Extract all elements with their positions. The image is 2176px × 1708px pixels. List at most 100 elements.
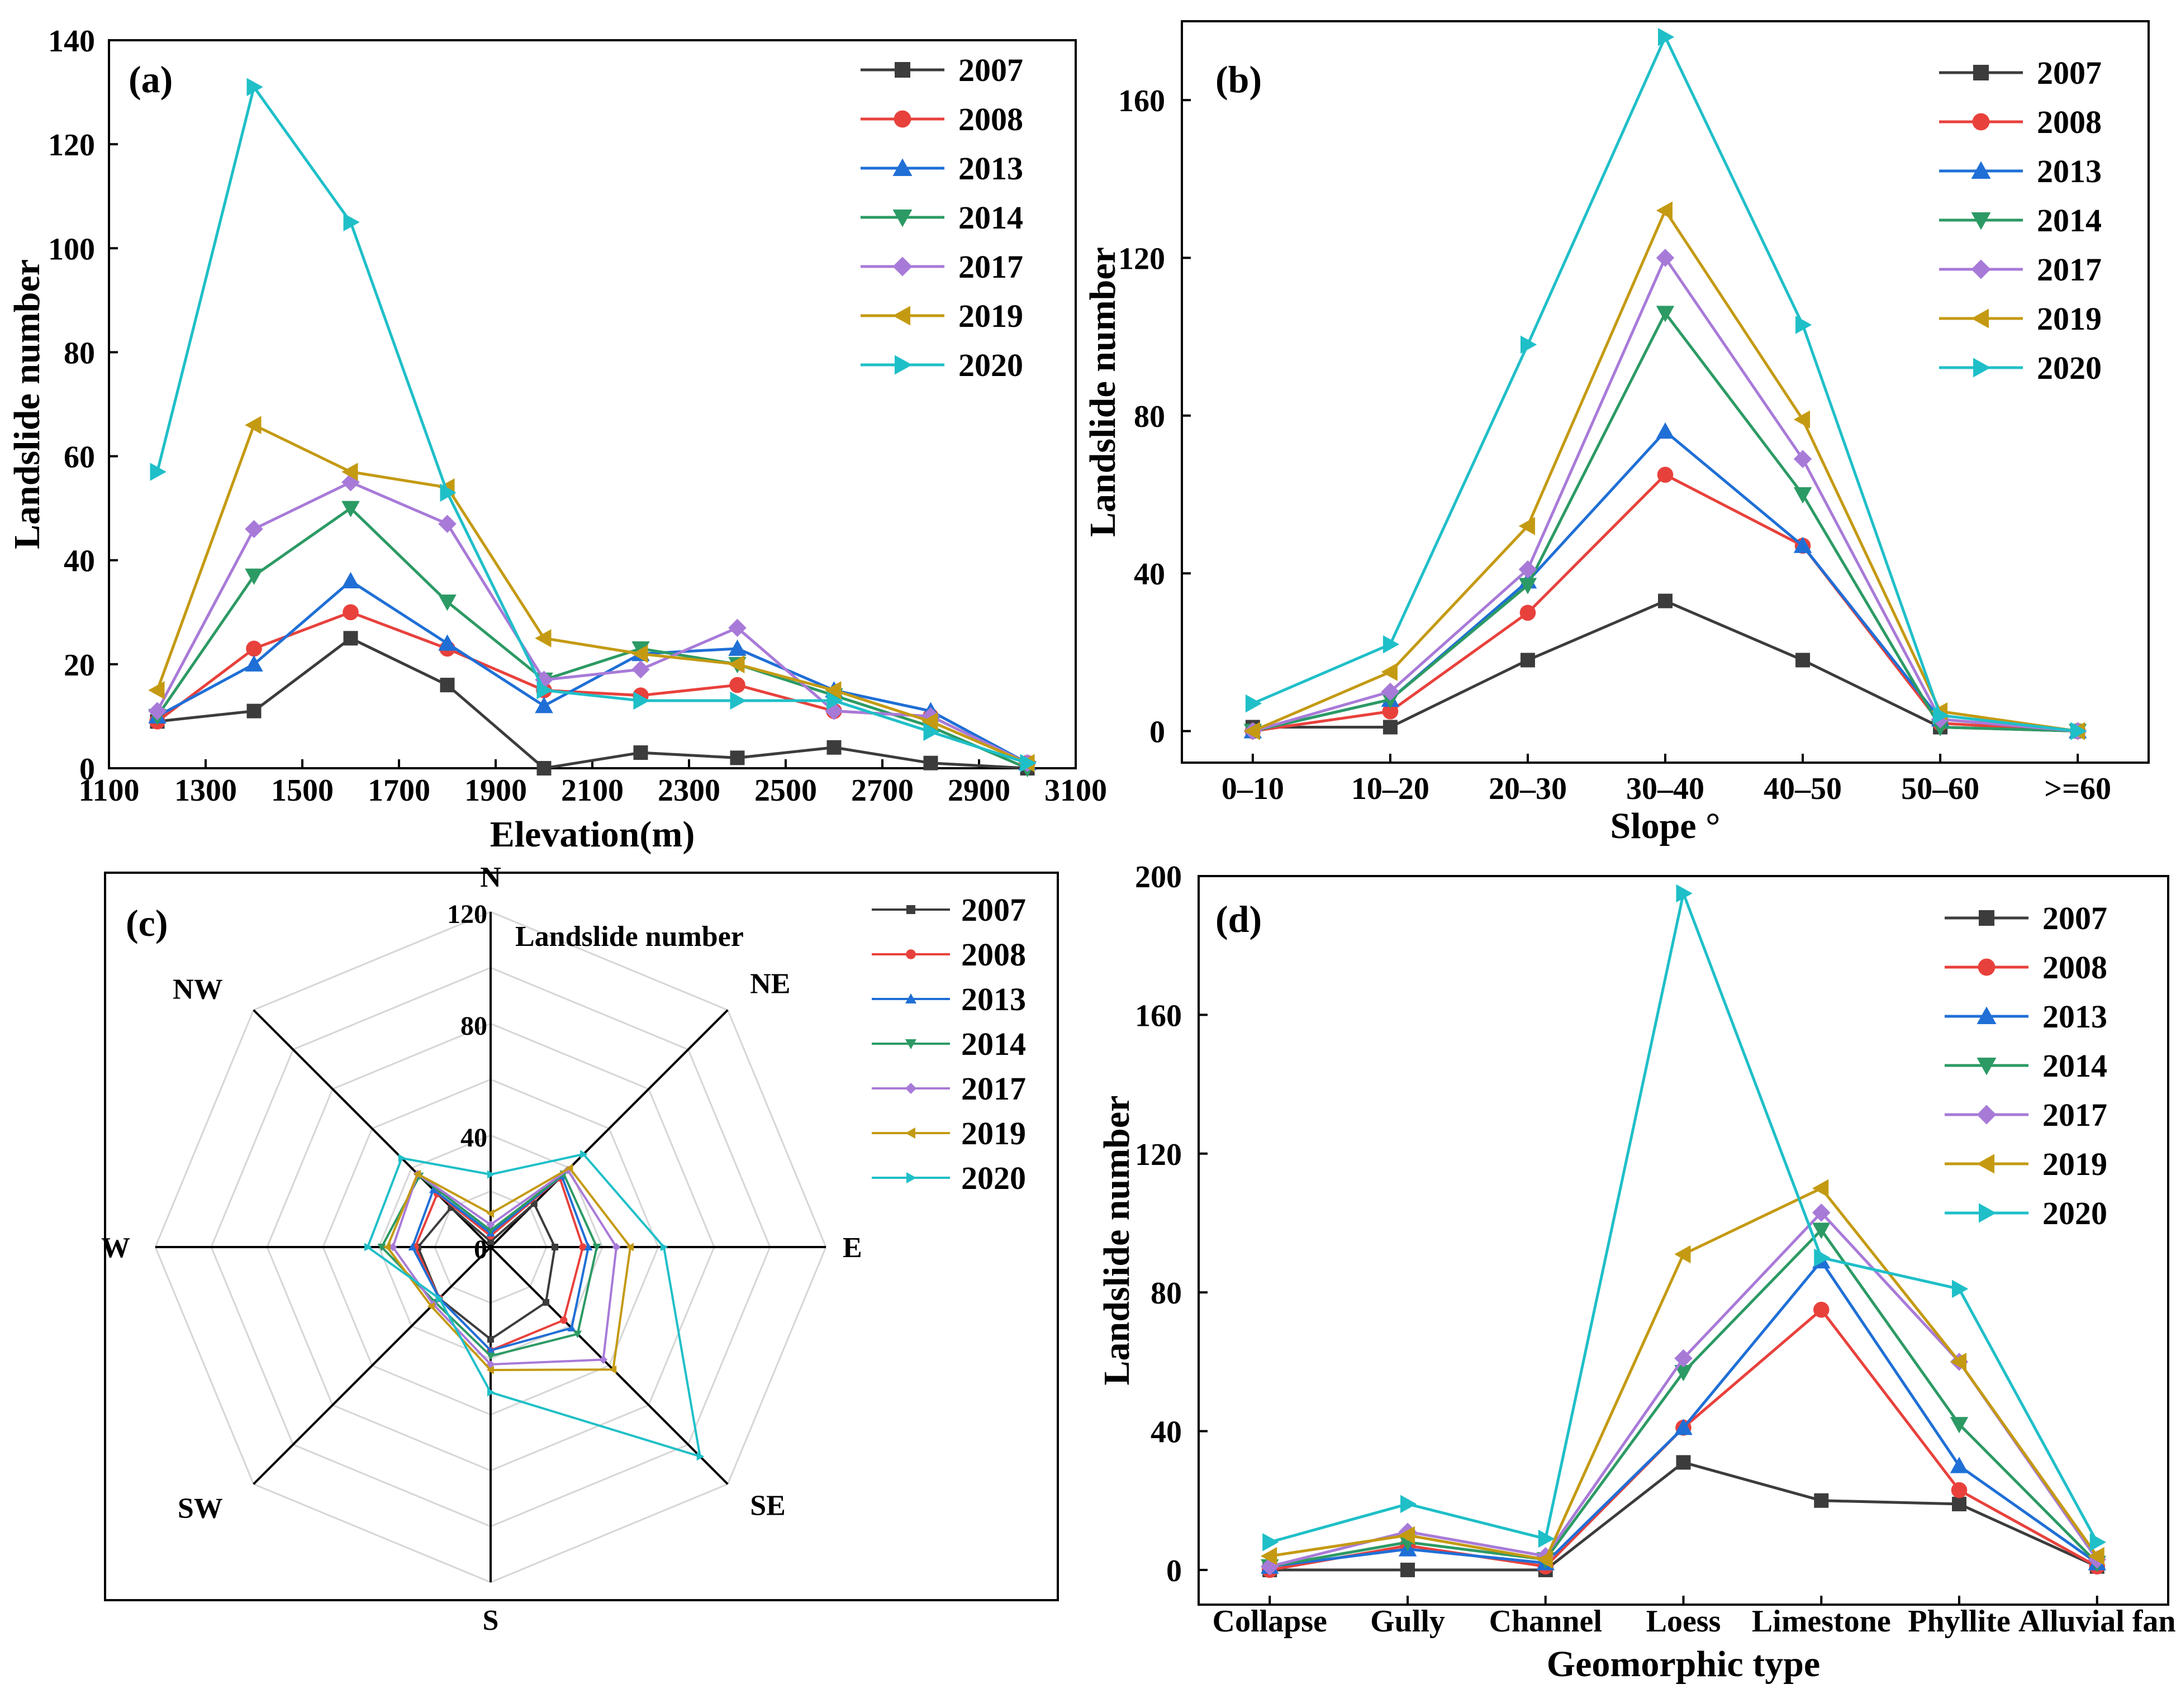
- y-tick-label: 0: [79, 752, 95, 787]
- data-point: [626, 1243, 634, 1252]
- radar-spoke: [490, 1246, 729, 1485]
- data-point: [1538, 1529, 1555, 1548]
- data-point: [609, 1365, 617, 1374]
- legend-entry: 2008: [1939, 104, 2102, 140]
- legend-marker: [1972, 113, 1990, 131]
- data-point: [1382, 720, 1398, 735]
- legend-label: 2017: [2037, 251, 2102, 288]
- data-point: [633, 745, 648, 760]
- legend-label: 2007: [2042, 900, 2107, 936]
- data-point: [440, 483, 457, 502]
- data-point: [150, 463, 167, 481]
- data-point: [486, 1220, 495, 1229]
- data-point: [2088, 1547, 2104, 1566]
- data-point: [729, 677, 745, 693]
- data-point: [1658, 27, 1675, 46]
- legend-label: 2017: [2042, 1097, 2107, 1133]
- y-tick-label: 40: [1134, 557, 1165, 592]
- series-line: [156, 85, 1028, 765]
- data-point: [2070, 722, 2087, 740]
- data-point: [1020, 754, 1037, 772]
- data-point: [343, 604, 359, 621]
- panel-a: 0 20 40 60 80 100 120 140 1100 1300 1500 1700 1900 21…: [7, 24, 1107, 855]
- radial-tick-label: 40: [460, 1123, 487, 1153]
- legend-entry: 2007: [861, 52, 1023, 88]
- data-point: [1793, 450, 1812, 468]
- data-point: [1950, 1417, 1969, 1434]
- series-2014: [1243, 306, 2087, 740]
- legend-marker: [906, 1172, 916, 1183]
- data-point: [2089, 1533, 2107, 1552]
- legend-label: 2014: [961, 1026, 1026, 1062]
- panel-d: 0 40 80 120 160 200 Collapse Gully Channel Loess L…: [1096, 860, 2176, 1685]
- x-tick-label: Channel: [1489, 1604, 1602, 1639]
- data-point: [536, 681, 553, 700]
- y-tick-label: 20: [64, 648, 95, 683]
- series-line: [1252, 35, 2078, 733]
- data-point: [1951, 1482, 1968, 1498]
- data-point: [1814, 1248, 1831, 1267]
- legend-label: 2014: [2037, 202, 2102, 239]
- x-tick-label: 1100: [79, 773, 140, 808]
- legend-label: 2017: [958, 249, 1023, 285]
- data-point: [429, 1185, 438, 1193]
- series-2008: [149, 604, 1035, 771]
- data-point: [436, 1294, 444, 1303]
- legend-label: 2019: [2042, 1146, 2107, 1182]
- data-point: [341, 463, 358, 481]
- direction-label-S: S: [483, 1605, 499, 1636]
- data-point: [1795, 653, 1811, 668]
- panel-label: (c): [126, 902, 168, 944]
- y-axis-label: Landslide number: [1082, 247, 1123, 537]
- legend-entry: 2014: [1939, 202, 2102, 239]
- legend-label: 2020: [2037, 350, 2102, 386]
- data-point: [245, 655, 263, 672]
- legend-label: 2013: [2042, 998, 2107, 1035]
- y-tick-label: 0: [1149, 715, 1165, 750]
- data-point: [542, 1298, 549, 1306]
- direction-label-SE: SE: [750, 1490, 786, 1521]
- series-2008: [411, 1174, 587, 1354]
- data-point: [1793, 410, 1811, 429]
- series-2017: [1243, 249, 2087, 740]
- data-point: [1812, 1203, 1831, 1222]
- data-point: [826, 691, 843, 710]
- data-point: [148, 681, 165, 700]
- data-point: [599, 1355, 608, 1364]
- data-point: [364, 1243, 372, 1252]
- data-point: [1795, 316, 1812, 334]
- legend-label: 2013: [958, 150, 1023, 187]
- legend-entry: 2019: [872, 1115, 1026, 1152]
- y-tick-label: 120: [1118, 242, 1165, 277]
- data-point: [696, 1452, 705, 1461]
- legend-entry: 2019: [861, 298, 1023, 334]
- legend-marker: [895, 355, 913, 375]
- data-point: [343, 631, 358, 646]
- data-point: [633, 691, 650, 710]
- plot-frame: [1198, 875, 2169, 1606]
- data-point: [1676, 1455, 1691, 1470]
- x-tick-label: 1300: [174, 773, 237, 808]
- legend-label: 2007: [958, 52, 1023, 88]
- y-tick-label: 60: [64, 440, 95, 475]
- data-point: [1812, 1179, 1829, 1198]
- legend-marker: [906, 949, 916, 959]
- data-point: [486, 1209, 494, 1218]
- data-point: [728, 619, 747, 637]
- legend-marker: [1971, 161, 1991, 179]
- data-point: [1674, 1245, 1691, 1264]
- data-point: [1656, 201, 1673, 220]
- data-point: [1950, 1457, 1969, 1473]
- data-point: [438, 515, 457, 533]
- series-line: [417, 1202, 556, 1340]
- data-point: [246, 640, 262, 657]
- x-tick-label: 2100: [561, 773, 624, 808]
- data-point: [341, 501, 360, 517]
- legend-label: 2008: [961, 936, 1026, 973]
- legend-label: 2019: [958, 298, 1023, 334]
- x-tick-label: 2900: [948, 773, 1010, 808]
- series-line: [411, 1174, 590, 1352]
- data-point: [1656, 306, 1675, 322]
- y-tick-label: 40: [1151, 1415, 1182, 1450]
- series-line: [156, 507, 1028, 770]
